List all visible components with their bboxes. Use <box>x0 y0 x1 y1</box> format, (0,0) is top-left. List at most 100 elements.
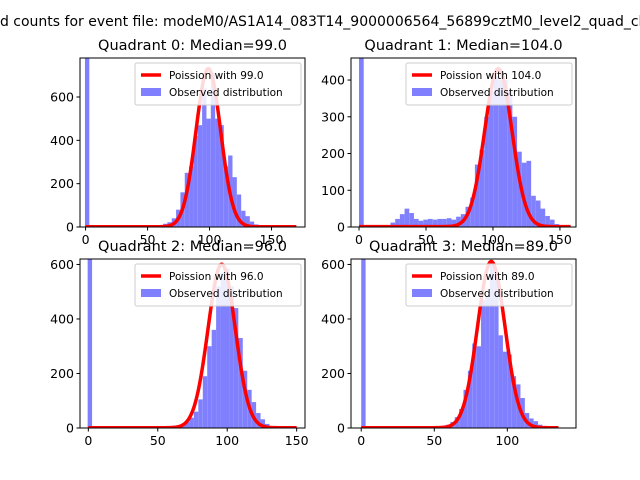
hist-bar <box>432 219 438 227</box>
legend-poisson-label: Poission with 96.0 <box>169 271 264 283</box>
legend-hist-label: Observed distribution <box>440 288 554 300</box>
x-tick-label: 50 <box>140 232 156 247</box>
panel-title: Quadrant 3: Median=89.0 <box>369 239 558 255</box>
hist-bar <box>249 221 255 227</box>
x-tick-label: 50 <box>418 232 434 247</box>
hist-bar <box>446 218 452 227</box>
hist-bar <box>413 218 419 227</box>
hist-bar <box>242 370 248 428</box>
hist-bar <box>223 166 229 227</box>
y-tick-label: 600 <box>321 257 345 272</box>
hist-bar <box>211 329 217 428</box>
hist-bar <box>210 73 216 227</box>
hist-bar <box>459 408 464 428</box>
hist-bar <box>189 166 194 227</box>
legend-box <box>405 62 573 106</box>
hist-bar <box>219 125 224 227</box>
hist-bar <box>215 118 220 227</box>
hist-bar <box>185 422 190 428</box>
panel-title: Quadrant 2: Median=96.0 <box>98 239 287 255</box>
hist-bar <box>512 116 518 227</box>
hist-bar <box>404 208 410 227</box>
hist-bar <box>202 376 208 428</box>
hist-bar <box>451 219 457 227</box>
x-tick-label: 150 <box>548 232 572 247</box>
legend-poisson-label: Poission with 99.0 <box>169 70 264 82</box>
hist-bar <box>507 354 512 428</box>
hist-bar <box>479 149 485 227</box>
hist-bar <box>428 218 433 227</box>
x-tick-label: 0 <box>355 232 363 247</box>
y-tick-label: 0 <box>66 421 74 436</box>
x-tick-label: 150 <box>260 232 284 247</box>
y-tick-label: 0 <box>66 220 74 235</box>
legend-hist-label: Observed distribution <box>169 87 283 99</box>
hist-bar <box>517 151 522 227</box>
y-tick-label: 200 <box>50 176 74 191</box>
hist-bar <box>488 91 494 227</box>
hist-bar <box>198 399 203 428</box>
panel-2: 0 50 100 150 0 200 400 600 Quadrant 2: Median=96… <box>50 239 309 448</box>
y-tick-label: 0 <box>337 220 345 235</box>
hist-bar <box>463 389 468 428</box>
legend-box <box>134 263 302 307</box>
y-tick-label: 400 <box>50 133 74 148</box>
axes-frame <box>350 258 577 429</box>
hist-bar <box>545 215 550 227</box>
y-tick-label: 300 <box>321 109 345 124</box>
hist-bar <box>472 343 477 428</box>
x-tick-label: 100 <box>198 232 222 247</box>
hist-bar <box>423 219 429 227</box>
legend-hist-label: Observed distribution <box>169 288 283 300</box>
hist-bar <box>233 308 239 428</box>
y-tick-label: 400 <box>50 311 74 326</box>
hist-bar <box>456 216 461 227</box>
hist-bar <box>531 195 536 227</box>
panel-1: 0 50 100 150 0 100 200 300 400 Quadrant 1: Median… <box>321 38 577 247</box>
hist-bar <box>260 419 265 428</box>
hist-bar <box>229 286 234 428</box>
y-tick-label: 200 <box>321 366 345 381</box>
hist-bar <box>503 80 508 227</box>
y-tick-label: 600 <box>50 90 74 105</box>
hist-bar <box>485 297 490 428</box>
legend-hist-swatch <box>141 289 161 297</box>
hist-bar <box>502 351 508 428</box>
hist-bar <box>511 376 517 428</box>
hist-bar <box>549 219 555 227</box>
hist-bar <box>241 210 246 227</box>
x-tick-label: 50 <box>150 433 166 448</box>
hist-bar <box>236 194 242 227</box>
x-tick-label: 0 <box>357 433 365 448</box>
hist-bar <box>84 58 90 227</box>
axes-frame <box>79 258 306 429</box>
hist-bar <box>474 164 480 227</box>
legend-hist-swatch <box>412 88 432 96</box>
hist-bar <box>361 259 366 428</box>
hist-bar <box>442 218 447 227</box>
x-tick-label: 100 <box>481 232 505 247</box>
legend-box <box>134 62 302 106</box>
hist-bar <box>193 411 199 428</box>
axes-frame <box>350 57 577 228</box>
hist-bar <box>359 58 364 227</box>
hist-bar <box>529 418 534 428</box>
hist-bar <box>202 88 207 227</box>
y-tick-label: 200 <box>321 146 345 161</box>
hist-bar <box>493 76 499 227</box>
y-tick-label: 100 <box>321 183 345 198</box>
hist-bar <box>238 338 243 428</box>
hist-bar <box>467 370 473 428</box>
legend-box <box>405 263 573 307</box>
legend-poisson-label: Poission with 89.0 <box>440 271 535 283</box>
hist-bar <box>87 259 93 428</box>
hist-bar <box>256 413 261 428</box>
axes-frame <box>79 57 306 228</box>
hist-bar <box>540 208 546 227</box>
hist-bar <box>245 216 250 227</box>
legend-hist-label: Observed distribution <box>440 87 554 99</box>
y-tick-label: 400 <box>321 311 345 326</box>
y-tick-label: 0 <box>337 421 345 436</box>
hist-bar <box>481 299 486 428</box>
